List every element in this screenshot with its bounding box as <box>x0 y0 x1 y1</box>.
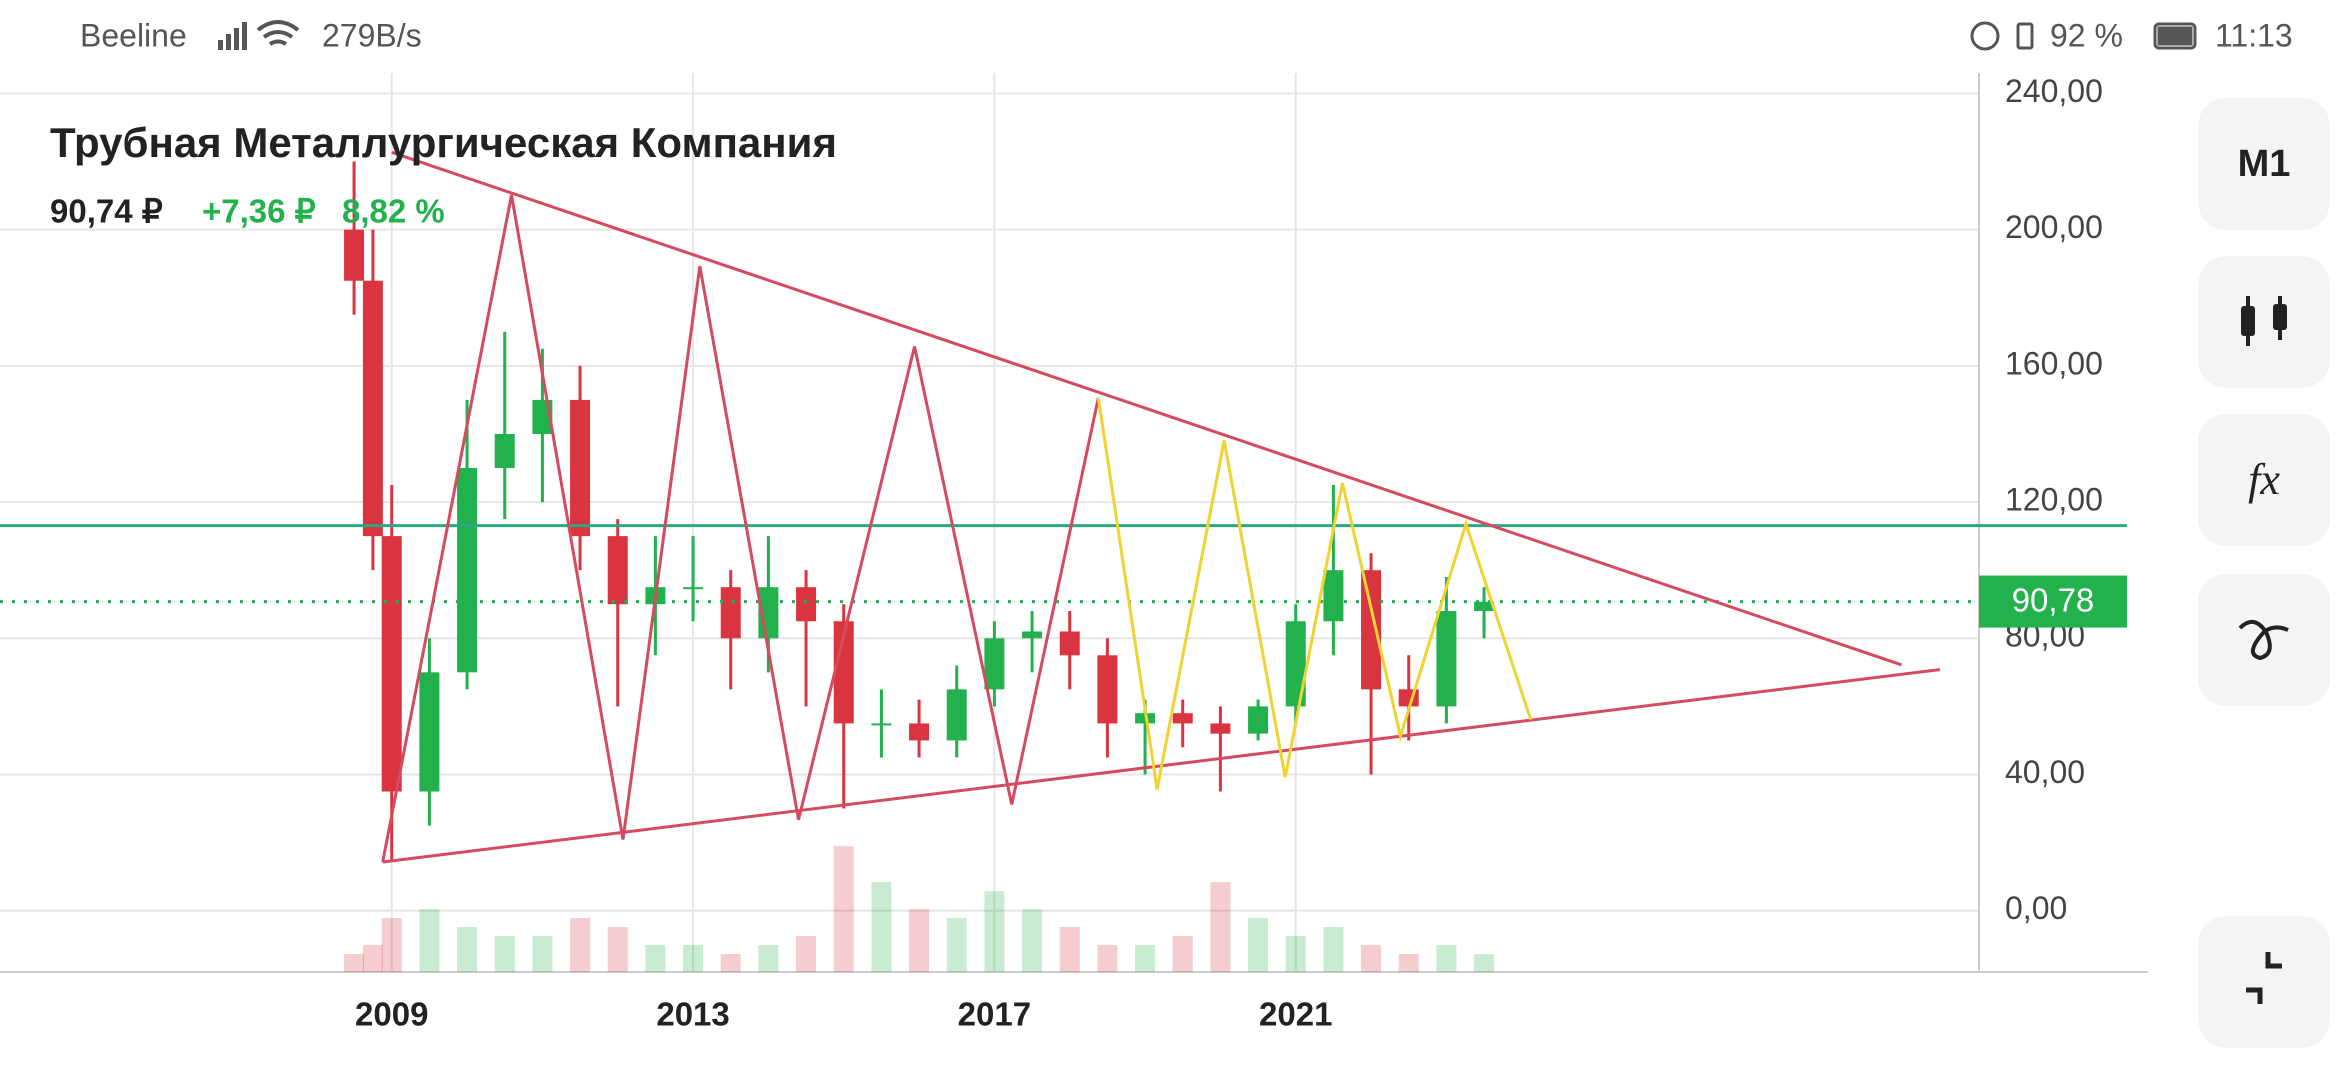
volume-bar <box>1474 954 1495 972</box>
candle-body <box>984 638 1005 690</box>
volume-bar <box>1172 936 1193 972</box>
volume-bar <box>570 918 591 972</box>
clock: 11:13 <box>2215 17 2293 53</box>
price-change-pct: 8,82 % <box>342 193 445 230</box>
candle-body <box>419 672 440 792</box>
y-tick-label: 240,00 <box>2005 73 2103 109</box>
candle-body <box>720 587 741 639</box>
volume-bar <box>362 945 383 972</box>
volume-bar <box>758 945 779 972</box>
volume-bar <box>1135 945 1156 972</box>
candle-body <box>1285 621 1306 707</box>
interval-button[interactable] <box>2198 98 2330 230</box>
candle-body <box>1398 689 1419 707</box>
candle-body <box>344 229 365 281</box>
candle-body <box>871 723 892 726</box>
volume-bar <box>946 918 967 972</box>
candle-body <box>381 536 402 792</box>
volume-bar <box>381 918 402 972</box>
candle-body <box>1210 723 1231 734</box>
candle-body <box>683 587 704 590</box>
y-tick-label: 160,00 <box>2005 345 2103 381</box>
drawing-button[interactable] <box>2198 574 2330 706</box>
volume-bar <box>833 846 854 972</box>
volume-bar <box>796 936 817 972</box>
y-tick-label: 200,00 <box>2005 209 2103 245</box>
x-tick-label: 2017 <box>958 996 1031 1033</box>
candle-body <box>909 723 930 741</box>
volume-bar <box>457 927 478 972</box>
last-price: 90,74 ₽ <box>50 193 163 230</box>
volume-bar <box>984 891 1005 972</box>
volume-bar <box>720 954 741 972</box>
candle-body <box>607 536 628 605</box>
x-tick-label: 2013 <box>656 996 729 1033</box>
volume-bar <box>1248 918 1269 972</box>
y-tick-label: 0,00 <box>2005 890 2067 926</box>
candle-body <box>1022 631 1043 639</box>
x-tick-label: 2021 <box>1259 996 1332 1033</box>
net-speed: 279B/s <box>322 17 422 53</box>
volume-bar <box>1398 954 1419 972</box>
volume-bar <box>909 909 930 972</box>
candle-body <box>457 468 478 673</box>
trend-drawing <box>381 194 1100 863</box>
candle-body <box>1436 611 1457 707</box>
volume-bar <box>645 945 666 972</box>
volume-bar <box>1022 909 1043 972</box>
candles-icon <box>2241 296 2287 346</box>
volume-bar <box>607 927 628 972</box>
collapse-icon <box>2246 952 2282 1004</box>
candle-body <box>796 587 817 622</box>
candle-body <box>1248 706 1269 734</box>
volume-bar <box>1097 945 1118 972</box>
trend-drawing <box>391 150 1902 667</box>
volume-bar <box>871 882 892 972</box>
y-tick-label: 120,00 <box>2005 482 2103 518</box>
candle-body <box>1059 631 1080 656</box>
volume-bar <box>683 945 704 972</box>
candle-body <box>1361 570 1382 690</box>
trend-drawing <box>1096 397 1533 790</box>
indicators-icon: fx <box>2248 455 2280 504</box>
price-tag-label: 90,78 <box>2012 581 2095 618</box>
volume-bar <box>1323 927 1344 972</box>
candle-body <box>494 433 515 469</box>
volume-bar <box>532 936 553 972</box>
indicators-button[interactable] <box>2198 414 2330 546</box>
volume-bar <box>344 954 365 972</box>
interval-label: M1 <box>2238 143 2291 185</box>
volume-bar <box>1210 882 1231 972</box>
candle-body <box>1474 601 1495 612</box>
carrier: Beeline <box>80 17 187 53</box>
volume-bar <box>1059 927 1080 972</box>
candle-body <box>833 621 854 724</box>
y-tick-label: 40,00 <box>2005 754 2085 790</box>
candle-body <box>1097 655 1118 724</box>
chart-type-button[interactable] <box>2198 256 2330 388</box>
volume-bar <box>1436 945 1457 972</box>
candle-body <box>570 399 591 537</box>
price-change: +7,36 ₽ <box>202 193 316 230</box>
volume-bar <box>1285 936 1306 972</box>
status-icons <box>1970 21 2197 51</box>
volume-bar <box>494 936 515 972</box>
plot: 2009 2013 2017 20210,0040,0080,00120,00160,… <box>0 73 2148 1033</box>
instrument-title: Трубная Металлургическая Компания <box>50 119 837 166</box>
price-tag <box>1979 575 2127 628</box>
candle-body <box>1323 570 1344 622</box>
drawing-icon <box>2238 620 2289 661</box>
candle-body <box>362 280 383 537</box>
candle-body <box>946 689 967 741</box>
volume-bar <box>419 909 440 972</box>
sidebar: M1 fx <box>2198 98 2330 1048</box>
battery-level: 92 % <box>2050 17 2123 53</box>
volume-bar <box>1361 945 1382 972</box>
signal-icon <box>218 20 300 50</box>
x-tick-label: 2009 <box>355 996 428 1033</box>
candle-body <box>1172 713 1193 724</box>
collapse-button[interactable] <box>2198 916 2330 1048</box>
